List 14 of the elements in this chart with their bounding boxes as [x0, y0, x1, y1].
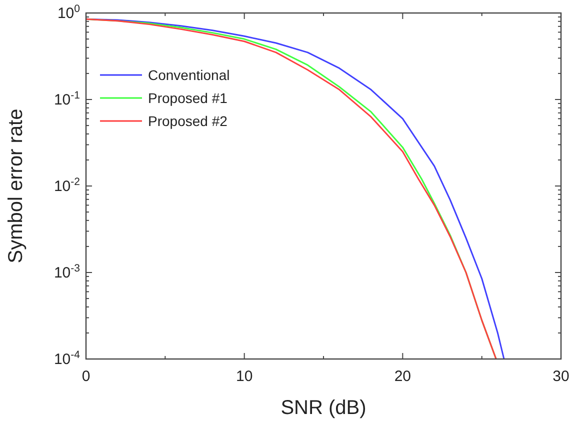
x-tick-label: 10: [236, 368, 253, 385]
legend-label: Conventional: [148, 67, 230, 83]
x-tick-label: 20: [394, 368, 412, 385]
x-tick-label: 0: [82, 368, 90, 385]
y-tick-label: 10$^{-3}$: [54, 262, 80, 282]
y-tick-label: 10$^{-1}$: [54, 90, 80, 108]
x-axis-title: SNR (dB): [280, 397, 366, 419]
y-tick-label: 10$^{0}$: [57, 3, 80, 22]
y-tick-label: 10$^{-4}$: [54, 349, 80, 368]
y-tick-label: 10$^{-2}$: [54, 176, 80, 195]
legend-label: Proposed #2: [148, 113, 228, 129]
x-tick-label: 30: [552, 368, 570, 385]
legend-label: Proposed #1: [148, 90, 228, 106]
y-axis-title: Symbol error rate: [5, 108, 27, 264]
